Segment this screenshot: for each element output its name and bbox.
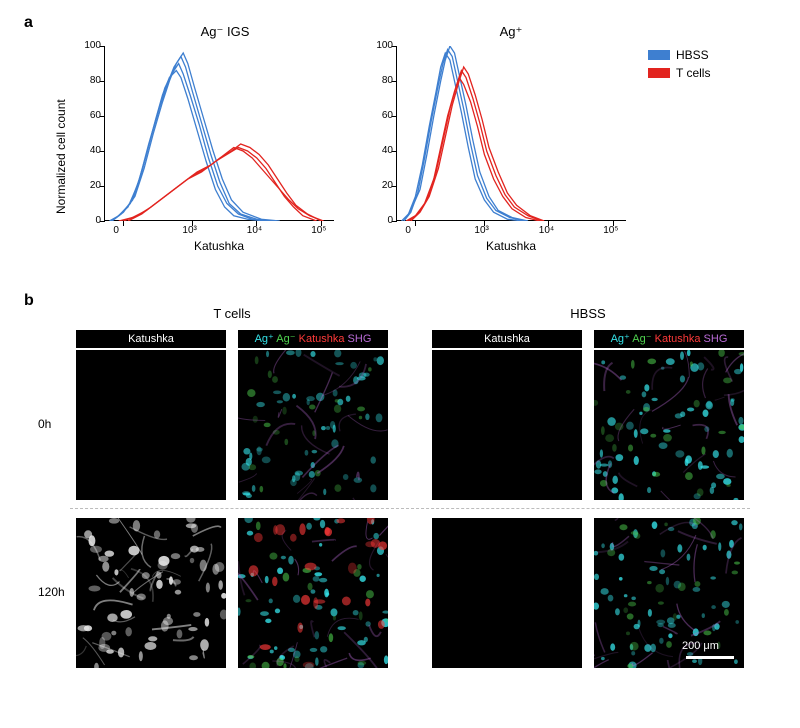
subheader-hbss-merge: Ag⁺ Ag⁻ Katushka SHG: [594, 330, 744, 348]
legend-swatch-hbss: [648, 50, 670, 60]
scale-bar-label: 200 μm: [682, 640, 719, 652]
row-label-120h: 120h: [38, 585, 65, 599]
cell-tcells-0h-katushka: [76, 350, 226, 500]
panel-a: Ag⁻ IGS Normalized cell count 0204060801…: [40, 24, 780, 269]
row-separator: [70, 508, 750, 509]
legend: HBSS T cells: [648, 48, 710, 84]
x-axis-label-1: Katushka: [104, 239, 334, 253]
legend-label-hbss: HBSS: [676, 48, 709, 62]
chart2-plot: 020406080100010³10⁴10⁵: [396, 46, 626, 221]
subheader-hbss-katushka: Katushka: [432, 330, 582, 348]
legend-row-hbss: HBSS: [648, 48, 710, 62]
chart1-title: Ag⁻ IGS: [110, 24, 340, 40]
row-label-0h: 0h: [38, 417, 51, 431]
legend-label-tcells: T cells: [676, 66, 710, 80]
chart1-plot: 020406080100010³10⁴10⁵: [104, 46, 334, 221]
cell-hbss-120h-katushka: [432, 518, 582, 668]
legend-swatch-tcells: [648, 68, 670, 78]
cell-tcells-120h-merge: [238, 518, 388, 668]
y-axis-label-1: Normalized cell count: [54, 99, 68, 214]
cell-tcells-120h-katushka: [76, 518, 226, 668]
subheader-tcells-merge: Ag⁺ Ag⁻ Katushka SHG: [238, 330, 388, 348]
col-title-tcells: T cells: [76, 306, 388, 321]
chart2-title: Ag⁺: [396, 24, 626, 40]
col-title-hbss: HBSS: [432, 306, 744, 321]
panel-a-label: a: [24, 14, 33, 32]
cell-tcells-0h-merge: [238, 350, 388, 500]
scale-bar: [686, 656, 734, 659]
cell-hbss-0h-merge: [594, 350, 744, 500]
cell-hbss-120h-merge: [594, 518, 744, 668]
subheader-tcells-katushka: Katushka: [76, 330, 226, 348]
cell-hbss-0h-katushka: [432, 350, 582, 500]
panel-b-label: b: [24, 292, 34, 310]
x-axis-label-2: Katushka: [396, 239, 626, 253]
legend-row-tcells: T cells: [648, 66, 710, 80]
